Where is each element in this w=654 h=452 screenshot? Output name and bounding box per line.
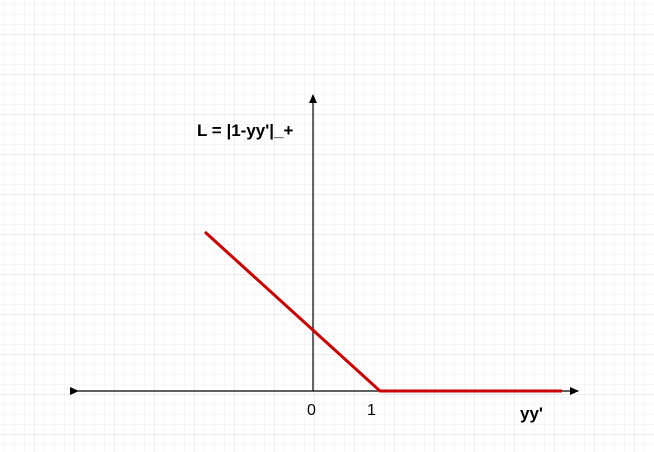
plot-title: L = |1-yy'|_+ [197,121,294,140]
x-axis-label: yy' [520,404,543,423]
x-tick-0: 0 [307,402,316,419]
loss-curve [203,230,562,393]
x-tick-1: 1 [367,402,376,419]
